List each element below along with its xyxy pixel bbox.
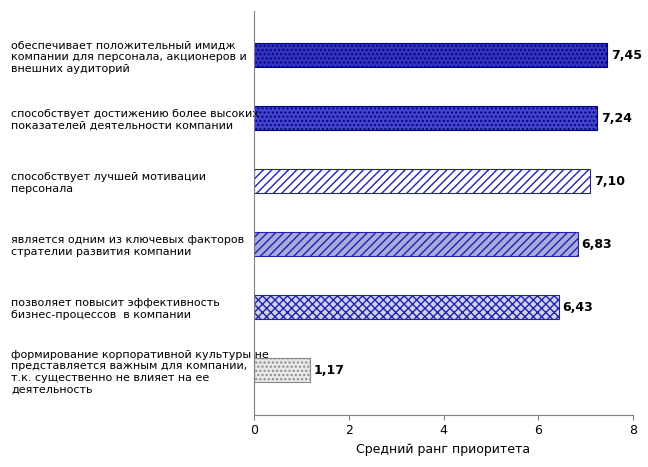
Text: 6,43: 6,43: [562, 301, 593, 314]
Text: 1,17: 1,17: [314, 364, 344, 377]
Text: 7,10: 7,10: [594, 175, 625, 188]
Bar: [254, 170, 590, 193]
Text: 7,24: 7,24: [601, 112, 632, 125]
Bar: [254, 43, 607, 67]
Text: 6,83: 6,83: [581, 238, 612, 251]
Text: 7,45: 7,45: [610, 49, 642, 62]
Bar: [254, 296, 559, 319]
Bar: [254, 359, 310, 382]
Bar: [254, 106, 597, 130]
X-axis label: Средний ранг приоритета: Средний ранг приоритета: [356, 443, 531, 456]
Bar: [254, 233, 577, 256]
